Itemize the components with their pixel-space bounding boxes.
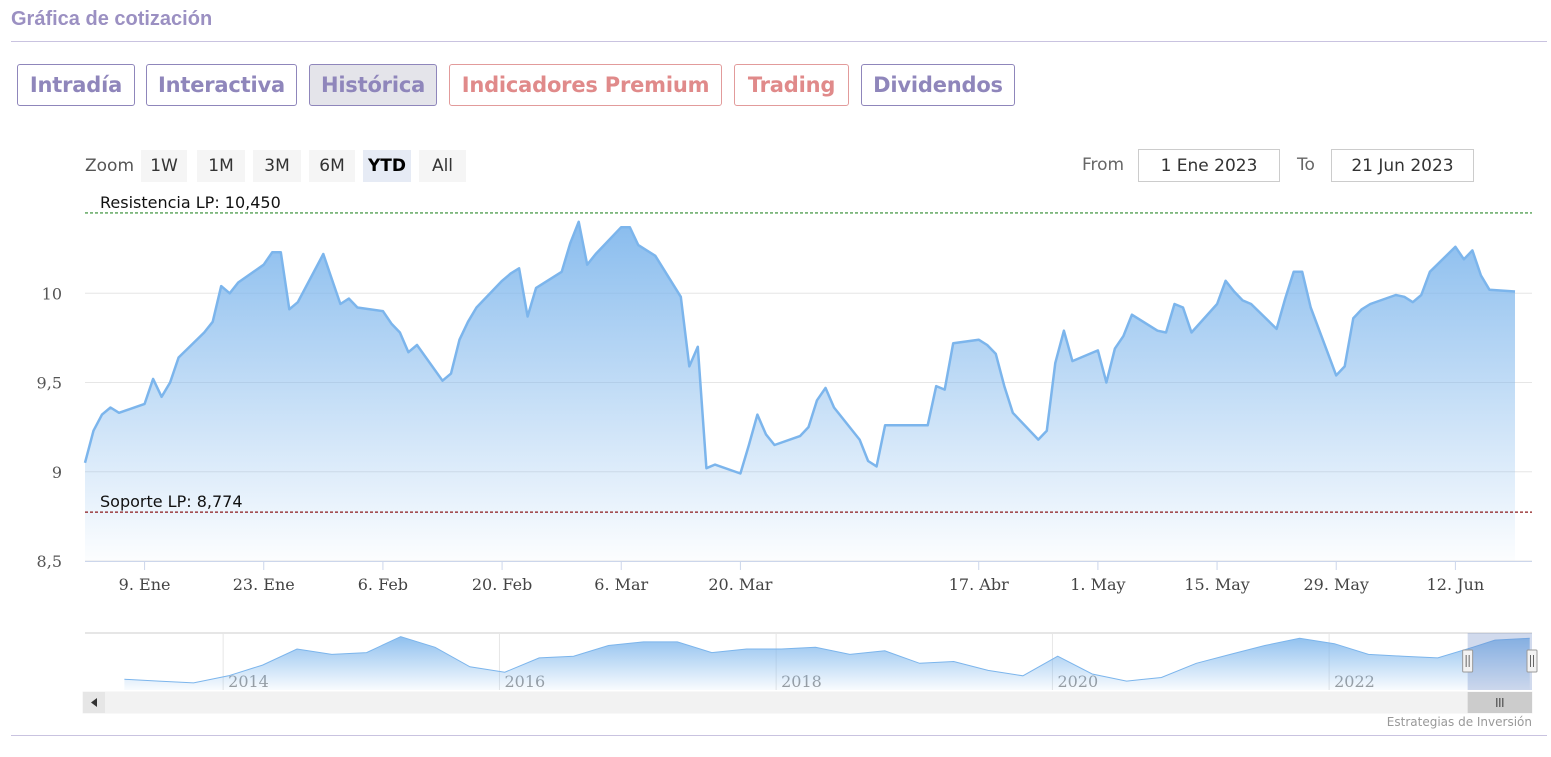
page-title: Gráfica de cotización	[11, 8, 213, 30]
x-tick-label: 6. Feb	[358, 575, 408, 594]
y-tick-label: 9,5	[37, 374, 62, 393]
price-area-series	[83, 220, 1516, 562]
y-tick-label: 9	[52, 463, 62, 482]
y-axis-labels: 8,5 9 9,5 10	[37, 284, 62, 571]
bottom-divider	[11, 735, 1547, 736]
x-tick-label: 1. May	[1070, 575, 1125, 594]
navigator-left-handle	[1462, 649, 1474, 673]
title-divider	[11, 41, 1547, 42]
support-label: Soporte LP: 8,774	[100, 492, 243, 511]
x-tick-label: 20. Mar	[708, 575, 772, 594]
zoom-6m-button[interactable]: 6M	[309, 150, 355, 182]
y-tick-label: 8,5	[37, 552, 62, 571]
credits-link[interactable]: Estrategias de Inversión	[1386, 715, 1532, 729]
navigator-selection-mask	[1467, 633, 1532, 690]
tab-intradia[interactable]: Intradía	[17, 64, 135, 106]
zoom-3m-button[interactable]: 3M	[253, 150, 301, 182]
zoom-label: Zoom	[85, 156, 135, 176]
to-date-input[interactable]: 21 Jun 2023	[1331, 149, 1474, 182]
price-area-fill	[85, 221, 1515, 562]
y-tick-label: 10	[42, 284, 62, 303]
from-date-input[interactable]: 1 Ene 2023	[1138, 149, 1280, 182]
zoom-all-button[interactable]: All	[419, 150, 466, 182]
to-label: To	[1297, 155, 1315, 175]
chevron-left-icon	[91, 698, 97, 707]
navigator[interactable]: 20142016201820202022	[82, 632, 1538, 714]
tab-historica[interactable]: Histórica	[309, 64, 437, 106]
zoom-ytd-button[interactable]: YTD	[363, 150, 411, 182]
price-line	[83, 220, 1516, 475]
from-label: From	[1082, 155, 1125, 175]
zoom-1w-button[interactable]: 1W	[141, 150, 187, 182]
x-tick-label: 20. Feb	[472, 575, 532, 594]
tab-indicadores-premium[interactable]: Indicadores Premium	[449, 64, 722, 106]
x-tick-label: 6. Mar	[594, 575, 648, 594]
x-tick-label: 29. May	[1303, 575, 1369, 594]
x-tick-label: 9. Ene	[119, 575, 171, 594]
x-axis: 9. Ene 23. Ene 6. Feb 20. Feb 6. Mar 20. Mar 1…	[85, 561, 1532, 594]
x-tick-label: 12. Jun	[1427, 575, 1485, 594]
resistance-label: Resistencia LP: 10,450	[100, 193, 281, 212]
zoom-1m-button[interactable]: 1M	[197, 150, 245, 182]
navigator-area	[124, 636, 1530, 690]
navigator-right-handle	[1526, 649, 1538, 673]
navigator-line	[124, 636, 1530, 684]
tab-interactiva[interactable]: Interactiva	[146, 64, 297, 106]
scrollbar-track	[82, 691, 1533, 714]
plot-lines: Resistencia LP: 10,450 Soporte LP: 8,774	[85, 193, 1532, 513]
tab-dividendos[interactable]: Dividendos	[861, 64, 1015, 106]
x-tick-label: 23. Ene	[233, 575, 295, 594]
x-tick-label: 15. May	[1184, 575, 1250, 594]
x-tick-label: 17. Abr	[949, 575, 1009, 594]
tab-trading[interactable]: Trading	[734, 64, 849, 106]
